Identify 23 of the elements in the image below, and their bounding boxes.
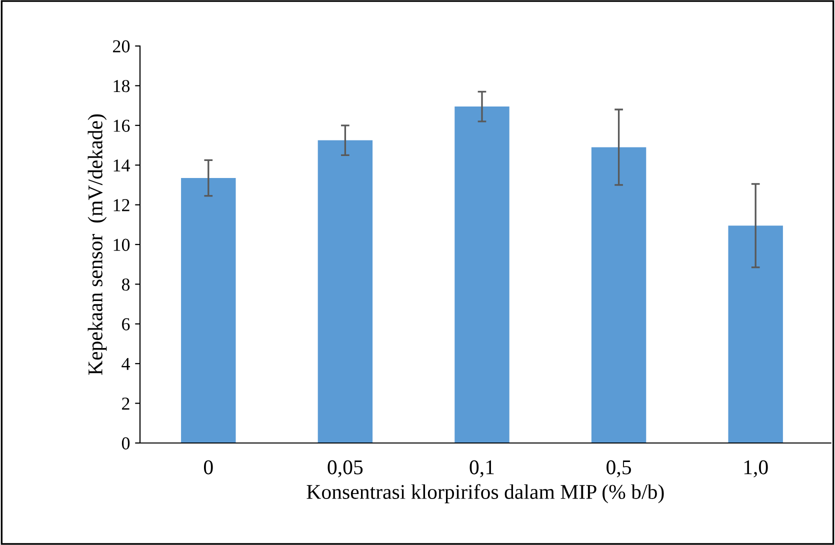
x-tick-label: 0 (204, 460, 213, 474)
y-tick-label: 10 (114, 238, 130, 251)
x-tick-label: 0,1 (470, 460, 494, 478)
y-tick-label: 14 (114, 159, 130, 172)
y-tick-label: 8 (122, 278, 130, 291)
y-tick-label: 12 (114, 199, 130, 212)
y-tick-label: 6 (122, 318, 130, 330)
y-tick-label: 20 (113, 40, 130, 52)
y-tick-label: 0 (122, 437, 130, 450)
y-axis-title: Kepekaan sensor (mV/dekade) (88, 114, 107, 375)
bar (728, 226, 783, 443)
y-tick-label: 16 (114, 120, 130, 132)
bar (181, 178, 236, 443)
bar (454, 106, 510, 443)
y-tick-label: 18 (114, 80, 130, 92)
x-tick-label: 0,5 (606, 460, 631, 478)
y-tick-label: 2 (122, 398, 130, 410)
x-axis-title: Konsentrasi klorpirifos dalam MIP (% b/b) (306, 484, 664, 504)
x-tick-label: 0,05 (328, 460, 363, 478)
bar (318, 140, 373, 443)
bar (591, 147, 646, 443)
x-tick-label: 1,0 (744, 460, 768, 478)
y-tick-label: 4 (122, 358, 130, 370)
